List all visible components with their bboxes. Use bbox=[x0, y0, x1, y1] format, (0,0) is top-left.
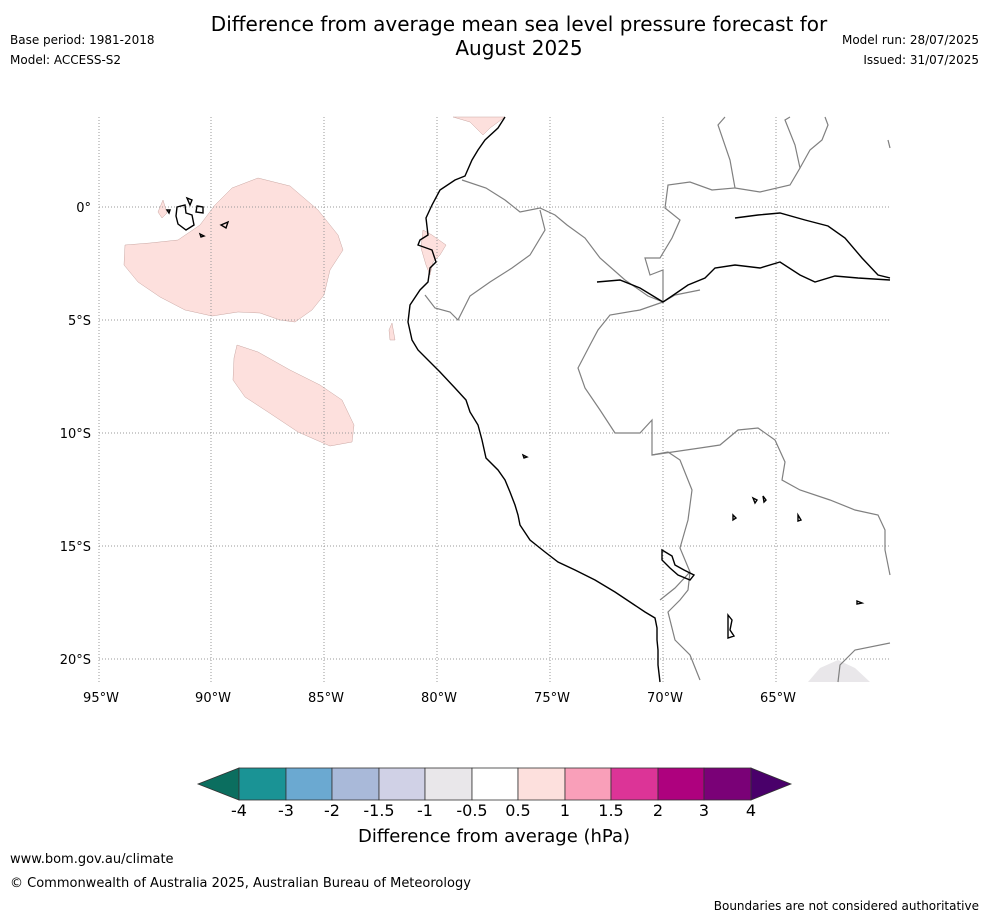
colorbar-tick: 1.5 bbox=[598, 801, 623, 820]
lat-label: 0° bbox=[76, 201, 91, 216]
meta-left: Base period: 1981-2018 Model: ACCESS-S2 bbox=[10, 32, 155, 68]
galapagos-islands bbox=[165, 196, 230, 238]
colorbar-segment bbox=[424, 767, 473, 801]
colorbar-segment bbox=[610, 767, 659, 801]
colorbar: -4 -3 -2 -1.5 -1 -0.5 0.5 1 1.5 2 3 4 bbox=[196, 767, 793, 820]
small-lakes bbox=[521, 453, 865, 639]
colorbar-tick: 1 bbox=[560, 801, 570, 820]
footer-copyright: © Commonwealth of Australia 2025, Austra… bbox=[10, 876, 471, 891]
colorbar-min-arrow bbox=[196, 767, 240, 801]
colorbar-tick: -0.5 bbox=[456, 801, 487, 820]
lat-label: 20°S bbox=[60, 653, 91, 668]
lon-label: 95°W bbox=[83, 691, 119, 706]
footer-url[interactable]: www.bom.gov.au/climate bbox=[10, 852, 174, 867]
colorbar-segment bbox=[331, 767, 380, 801]
lon-label: 80°W bbox=[421, 691, 457, 706]
colorbar-tick: 3 bbox=[699, 801, 709, 820]
colorbar-tick: -4 bbox=[231, 801, 247, 820]
model-run: Model run: 28/07/2025 bbox=[841, 33, 979, 47]
coastlines bbox=[165, 116, 891, 683]
lon-label: 65°W bbox=[760, 691, 796, 706]
title-line-1: Difference from average mean sea level p… bbox=[210, 12, 828, 36]
lat-label: 15°S bbox=[60, 540, 91, 555]
country-borders bbox=[424, 116, 891, 683]
anomaly-region-small-2 bbox=[388, 322, 396, 341]
colorbar-segment bbox=[564, 767, 612, 801]
issued-date: Issued: 31/07/2025 bbox=[863, 53, 979, 67]
titicaca-shore bbox=[661, 548, 696, 581]
title-line-2: August 2025 bbox=[455, 36, 583, 60]
south-america-coast bbox=[407, 116, 661, 683]
colorbar-tick: 2 bbox=[653, 801, 663, 820]
north-river bbox=[734, 212, 891, 279]
gridlines bbox=[98, 117, 890, 682]
anomaly-region-galapagos bbox=[123, 177, 344, 323]
meta-right: Model run: 28/07/2025 Issued: 31/07/2025 bbox=[842, 32, 979, 68]
colorbar-segment bbox=[657, 767, 705, 801]
lon-labels: 95°W 90°W 85°W 80°W 75°W 70°W 65°W bbox=[83, 691, 796, 706]
colorbar-segment bbox=[703, 767, 752, 801]
lon-label: 75°W bbox=[534, 691, 570, 706]
colorbar-segment bbox=[517, 767, 566, 801]
colorbar-segment bbox=[378, 767, 426, 801]
colorbar-tick: 4 bbox=[746, 801, 756, 820]
lon-label: 85°W bbox=[308, 691, 344, 706]
lon-label: 70°W bbox=[647, 691, 683, 706]
anomaly-region-north bbox=[452, 116, 506, 136]
amazon-river bbox=[596, 261, 891, 303]
anomaly-region-small-1 bbox=[157, 199, 168, 219]
colorbar-tick: -1 bbox=[417, 801, 433, 820]
map-panel: 0° 5°S 10°S 15°S 20°S 95°W 90°W 85°W 80°… bbox=[60, 116, 891, 706]
colorbar-tick: -1.5 bbox=[363, 801, 394, 820]
lat-label: 10°S bbox=[60, 427, 91, 442]
lon-label: 90°W bbox=[195, 691, 231, 706]
colorbar-segment bbox=[285, 767, 333, 801]
lat-labels: 0° 5°S 10°S 15°S 20°S bbox=[60, 201, 91, 668]
colorbar-ticks: -4 -3 -2 -1.5 -1 -0.5 0.5 1 1.5 2 3 4 bbox=[231, 801, 756, 820]
colorbar-tick: -2 bbox=[324, 801, 340, 820]
chart-title: Difference from average mean sea level p… bbox=[0, 12, 988, 60]
lat-label: 5°S bbox=[68, 314, 91, 329]
colorbar-max-arrow bbox=[750, 767, 793, 801]
colorbar-tick: 0.5 bbox=[505, 801, 530, 820]
model-name: Model: ACCESS-S2 bbox=[10, 53, 122, 67]
colorbar-tick: -3 bbox=[278, 801, 294, 820]
colorbar-label: Difference from average (hPa) bbox=[357, 826, 631, 847]
colorbar-segment bbox=[471, 767, 519, 801]
colorbar-segment bbox=[238, 767, 287, 801]
footer-note: Boundaries are not considered authoritat… bbox=[713, 899, 979, 913]
base-period: Base period: 1981-2018 bbox=[10, 33, 155, 47]
